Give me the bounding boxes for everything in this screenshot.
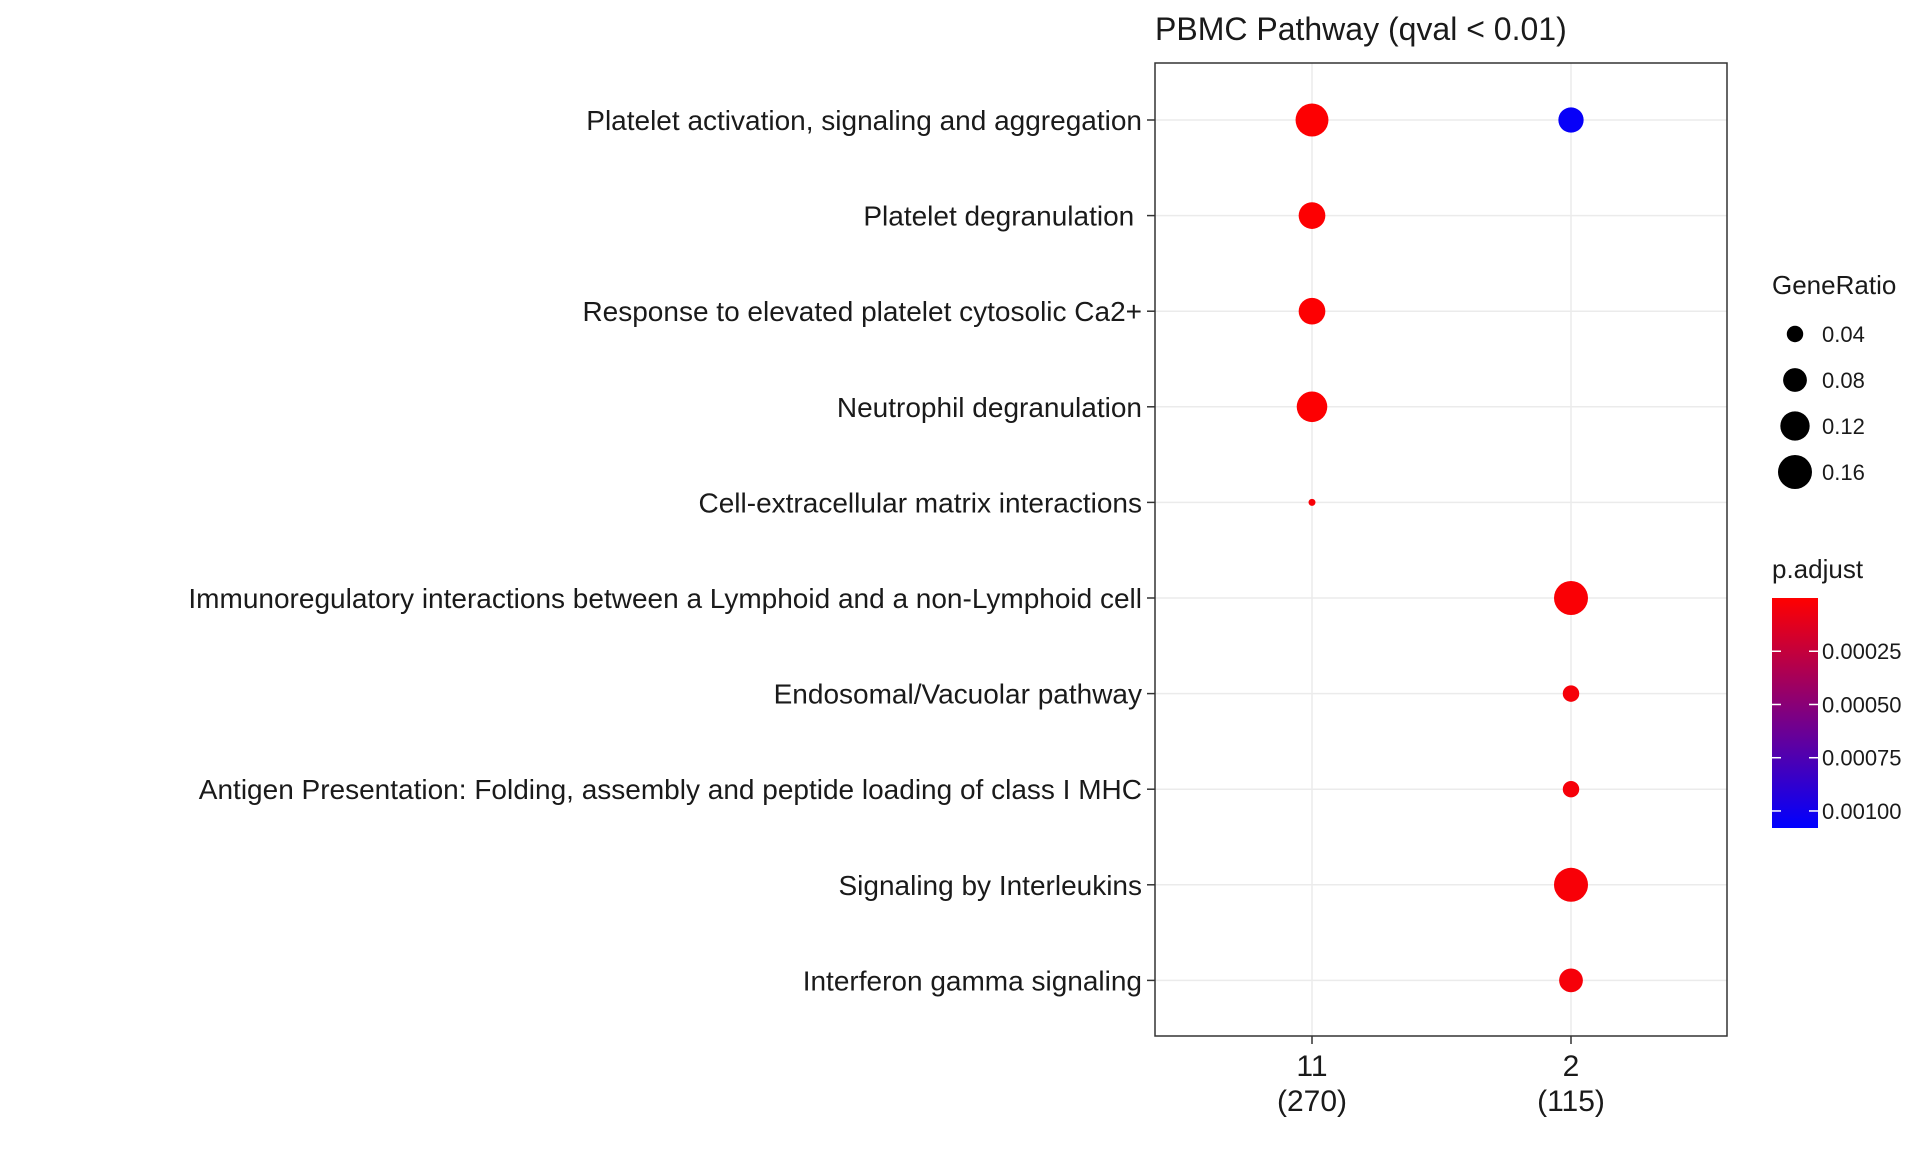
y-tick-label: Immunoregulatory interactions between a … — [188, 583, 1142, 614]
y-tick-label: Signaling by Interleukins — [838, 870, 1142, 901]
legend-size-key — [1786, 325, 1804, 343]
panel-border — [1154, 62, 1728, 1037]
data-point — [1559, 968, 1583, 993]
y-tick-label: Antigen Presentation: Folding, assembly … — [199, 774, 1142, 805]
legend-size-label: 0.04 — [1822, 322, 1865, 347]
data-point — [1298, 202, 1326, 229]
data-point — [1295, 103, 1329, 137]
legend-size-label: 0.12 — [1822, 414, 1865, 439]
legend-color-label: 0.00100 — [1822, 799, 1902, 824]
legend-color-label: 0.00025 — [1822, 639, 1902, 664]
legend-gene-ratio: GeneRatio 0.04 0.08 0.12 0.16 — [1772, 270, 1896, 489]
legend-p-adjust-title: p.adjust — [1772, 554, 1864, 584]
legend-color-bar — [1772, 598, 1818, 828]
grid-lines — [1155, 63, 1727, 1036]
x-tick-sublabel: (270) — [1277, 1085, 1347, 1118]
legend-size-key — [1778, 455, 1812, 489]
x-tick-label: 11 — [1296, 1050, 1327, 1083]
y-tick-label: Interferon gamma signaling — [803, 965, 1142, 996]
legend-color-label: 0.00075 — [1822, 746, 1902, 771]
x-tick-sublabel: (115) — [1537, 1085, 1605, 1118]
legend-gene-ratio-title: GeneRatio — [1772, 270, 1896, 300]
y-tick-label: Cell-extracellular matrix interactions — [699, 487, 1142, 518]
y-tick-label: Platelet degranulation — [863, 201, 1142, 232]
data-point — [1308, 498, 1316, 506]
x-axis-labels: 11(270) 2(115) — [1277, 1036, 1605, 1118]
legend-size-label: 0.08 — [1822, 368, 1865, 393]
data-point — [1558, 107, 1584, 133]
legend-size-key — [1780, 411, 1810, 441]
legend-size-label: 0.16 — [1822, 460, 1865, 485]
legend-size-key — [1783, 368, 1807, 392]
data-point — [1554, 867, 1588, 902]
y-tick-label: Platelet activation, signaling and aggre… — [586, 105, 1142, 136]
legend-color-label: 0.00050 — [1822, 692, 1902, 717]
legend-p-adjust: p.adjust 0.00025 0.00050 0.00075 0.00100 — [1772, 554, 1902, 828]
data-point — [1554, 581, 1588, 615]
data-points — [1295, 103, 1588, 993]
data-point — [1562, 780, 1580, 798]
y-tick-label: Neutrophil degranulation — [837, 392, 1142, 423]
y-tick-label: Endosomal/Vacuolar pathway — [774, 679, 1142, 710]
data-point — [1562, 685, 1580, 702]
data-point — [1296, 391, 1328, 423]
y-tick-label: Response to elevated platelet cytosolic … — [582, 296, 1142, 327]
x-tick-label: 2 — [1563, 1050, 1580, 1083]
y-axis-labels: Platelet activation, signaling and aggre… — [188, 105, 1155, 996]
chart-title: PBMC Pathway (qval < 0.01) — [1155, 11, 1567, 47]
data-point — [1298, 297, 1326, 325]
